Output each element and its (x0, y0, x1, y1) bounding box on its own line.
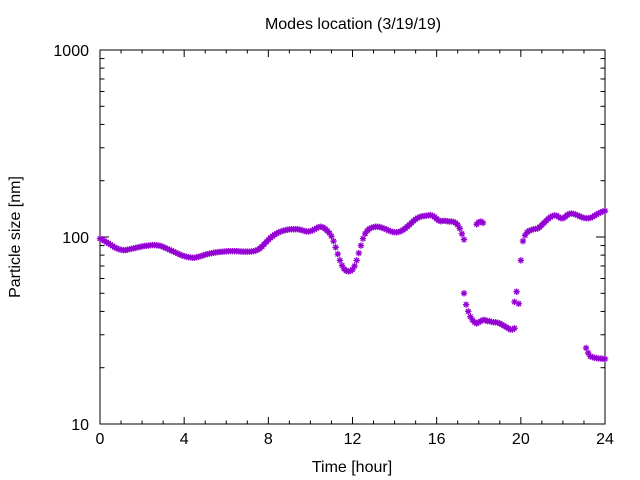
y-tick-label: 10 (71, 417, 89, 434)
axis-ticks: 0 4 8 12 16 20 24 10 100 1000 (53, 43, 614, 448)
data-point (458, 230, 466, 238)
x-tick-label: 24 (596, 431, 614, 448)
data-point (582, 344, 590, 352)
data-point (351, 262, 358, 270)
data-point (601, 355, 609, 363)
data-point (359, 235, 367, 242)
y-tick-label: 1000 (53, 43, 89, 60)
data-point (334, 250, 341, 258)
x-tick-label: 8 (264, 431, 273, 448)
data-point (513, 288, 520, 295)
plot-area (99, 49, 606, 425)
x-tick-label: 12 (344, 431, 362, 448)
data-point (460, 290, 468, 297)
data-point (460, 236, 468, 243)
x-axis-label: Time [hour] (312, 459, 392, 476)
data-point (357, 242, 365, 249)
data-point (515, 300, 522, 307)
data-point (479, 219, 487, 227)
data-point (517, 257, 525, 264)
data-point (465, 308, 472, 315)
data-point (328, 232, 335, 240)
x-tick-label: 16 (428, 431, 446, 448)
data-point (332, 244, 339, 251)
data-point (336, 257, 344, 264)
data-point (355, 249, 363, 257)
data-point (353, 257, 360, 264)
x-tick-label: 20 (512, 431, 530, 448)
y-tick-label: 100 (62, 230, 89, 247)
y-axis-label: Particle size [nm] (7, 176, 24, 298)
data-point (456, 225, 464, 232)
x-tick-label: 0 (96, 431, 105, 448)
data-point (601, 207, 609, 215)
chart-title: Modes location (3/19/19) (265, 16, 441, 33)
data-points (96, 207, 609, 363)
data-point (519, 237, 527, 245)
data-point (462, 301, 470, 308)
data-point (511, 325, 518, 332)
data-point (330, 237, 337, 245)
x-tick-label: 4 (180, 431, 189, 448)
plot-border (99, 49, 606, 425)
